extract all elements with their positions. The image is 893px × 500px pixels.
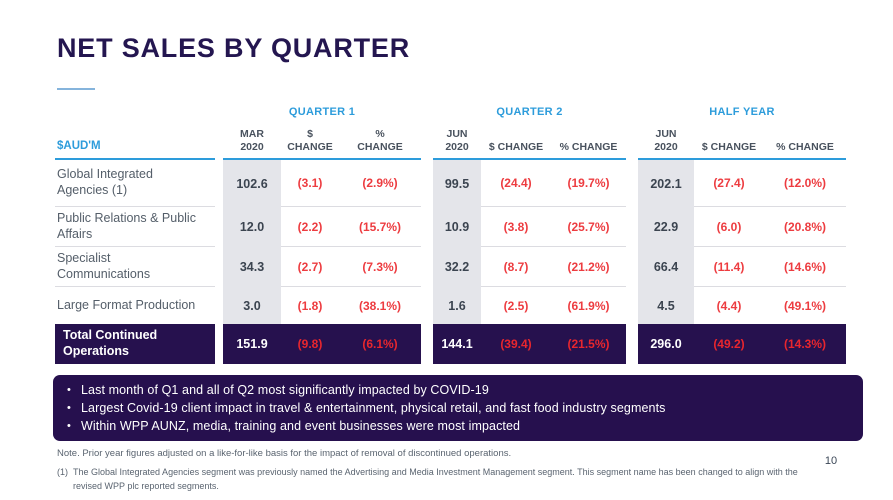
table-cell: (6.0) [694, 207, 764, 247]
col-header: JUN 2020 [433, 123, 481, 160]
table-cell: 202.1 [638, 160, 694, 207]
col-header: $ CHANGE [481, 123, 551, 160]
table-cell: 32.2 [433, 247, 481, 287]
page-title: NET SALES BY QUARTER [57, 33, 411, 63]
highlight-item: • Last month of Q1 and all of Q2 most si… [67, 382, 849, 398]
row-label: Large Format Production [57, 297, 196, 312]
table-cell: 99.5 [433, 160, 481, 207]
row-label: Public Relations & Public Affairs [55, 207, 215, 247]
table-cell: (4.4) [716, 298, 742, 313]
table-cell: 12.0 [223, 207, 281, 247]
row-label: Global Integrated Agencies (1) [55, 160, 215, 207]
table-cell: 296.0 [638, 324, 694, 364]
footnote-text: The Global Integrated Agencies segment w… [73, 467, 798, 491]
col-header: JUN 2020 [638, 123, 694, 160]
group-title-quarter2: QUARTER 2 [496, 106, 563, 118]
highlight-text: Last month of Q1 and all of Q2 most sign… [81, 383, 489, 397]
table-cell: (14.3%) [764, 324, 846, 364]
highlight-item: • Within WPP AUNZ, media, training and e… [67, 418, 849, 434]
col-header: % CHANGE [339, 123, 421, 160]
table-cell: 1.6 [433, 287, 481, 324]
col-header: MAR 2020 [223, 123, 281, 160]
table-cell: (19.7%) [551, 160, 626, 207]
row-label: Specialist Communications [55, 247, 215, 287]
table-cell: (2.9%) [339, 160, 421, 207]
title-underline [57, 88, 95, 90]
group-title-quarter1: QUARTER 1 [288, 106, 356, 118]
highlight-text: Within WPP AUNZ, media, training and eve… [81, 419, 521, 433]
table-cell: 151.9 [223, 324, 281, 364]
table-cell: (49.1%) [783, 298, 827, 313]
table-cell: (2.2) [281, 207, 339, 247]
bullet-icon: • [67, 420, 71, 432]
table-cell: (21.2%) [551, 247, 626, 287]
bullet-icon: • [67, 384, 71, 396]
table-cell: (15.7%) [339, 207, 421, 247]
table-cell: (61.9%) [567, 298, 610, 313]
col-header: $ CHANGE [281, 123, 339, 160]
table-cell: (2.5) [503, 298, 529, 313]
footnote: (1) The Global Integrated Agencies segme… [57, 466, 819, 494]
table-cell: (39.4) [481, 324, 551, 364]
highlights-panel: • Last month of Q1 and all of Q2 most si… [53, 375, 863, 441]
table-cell: (24.4) [481, 160, 551, 207]
table-cell: 102.6 [223, 160, 281, 207]
table-cell: (21.5%) [551, 324, 626, 364]
col-header: % CHANGE [764, 123, 846, 160]
spacer [55, 106, 215, 123]
table-cell: (3.8) [481, 207, 551, 247]
table-cell: (20.8%) [764, 207, 846, 247]
highlight-item: • Largest Covid-19 client impact in trav… [67, 400, 849, 416]
table-cell: 144.1 [433, 324, 481, 364]
table-cell: (38.1%) [358, 298, 402, 313]
table-cell: 4.5 [638, 287, 694, 324]
note-text: Note. Prior year figures adjusted on a l… [57, 448, 512, 459]
bullet-icon: • [67, 402, 71, 414]
col-header: % CHANGE [551, 123, 626, 160]
table-cell: (1.8) [297, 298, 323, 313]
table-cell: 66.4 [638, 247, 694, 287]
table-cell: (49.2) [694, 324, 764, 364]
table-cell: 34.3 [223, 247, 281, 287]
col-header: $ CHANGE [694, 123, 764, 160]
table-cell: (2.7) [281, 247, 339, 287]
table-cell: (12.0%) [764, 160, 846, 207]
table-cell: (7.3%) [339, 247, 421, 287]
table-cell: 22.9 [638, 207, 694, 247]
table-cell: (8.7) [481, 247, 551, 287]
total-row-label: Total Continued Operations [55, 324, 215, 364]
table-cell: (27.4) [694, 160, 764, 207]
table-cell: (9.8) [281, 324, 339, 364]
table-cell: (11.4) [694, 247, 764, 287]
unit-label: $AUD'M [55, 123, 215, 160]
table-cell: (25.7%) [551, 207, 626, 247]
table-cell: (3.1) [281, 160, 339, 207]
page-number: 10 [824, 455, 838, 467]
group-title-halfyear: HALF YEAR [709, 106, 775, 118]
table-cell: 10.9 [433, 207, 481, 247]
table-cell: 3.0 [223, 287, 281, 324]
table-cell: (14.6%) [764, 247, 846, 287]
table-cell: (6.1%) [339, 324, 421, 364]
highlight-text: Largest Covid-19 client impact in travel… [81, 401, 666, 415]
net-sales-table: QUARTER 1 QUARTER 2 HALF YEAR $AUD'M MAR… [55, 106, 846, 364]
footnote-marker: (1) [57, 467, 68, 477]
